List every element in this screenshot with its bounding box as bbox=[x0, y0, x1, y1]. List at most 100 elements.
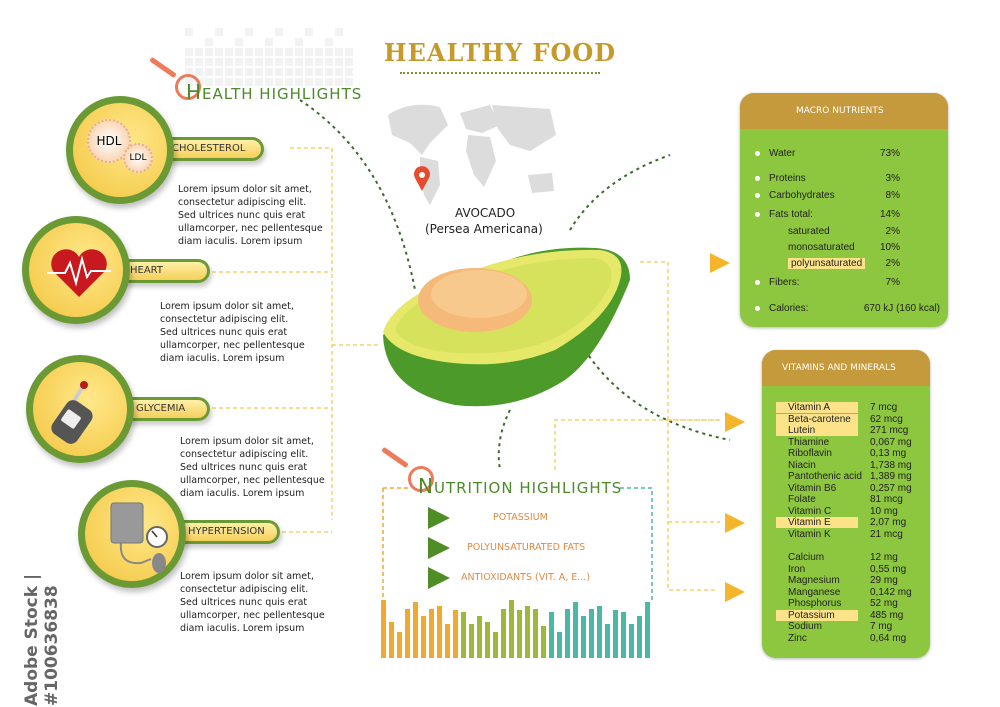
bar bbox=[469, 623, 474, 658]
nutrition-item: POTASSIUM bbox=[493, 512, 548, 523]
nutrient-name: Vitamin E bbox=[776, 517, 858, 528]
grid-cell bbox=[195, 68, 203, 76]
grid-cell bbox=[325, 38, 333, 46]
nutrient-name: monosaturated bbox=[788, 242, 855, 253]
bar bbox=[589, 609, 594, 658]
bar bbox=[645, 601, 650, 658]
macro-row: Calories: 670 kJ (160 kcal) bbox=[755, 303, 940, 314]
nutrient-row: Potassium 485 mg bbox=[776, 609, 926, 621]
bar bbox=[421, 616, 426, 658]
glycemia-label: GLYCEMIA bbox=[124, 397, 210, 421]
grid-cell bbox=[295, 58, 303, 66]
nutrient-row: Calcium 12 mg bbox=[776, 552, 926, 563]
nutrient-row: Phosphorus 52 mg bbox=[776, 598, 926, 609]
grid-cell bbox=[275, 58, 283, 66]
grid-cell bbox=[285, 48, 293, 56]
grid-cell bbox=[295, 38, 303, 46]
nutrient-value: 1,389 mg bbox=[870, 471, 912, 482]
arrow-right-icon bbox=[710, 253, 730, 273]
nutrient-row: Vitamin B6 0,257 mg bbox=[776, 483, 926, 494]
health-highlights-heading: HEALTH HIGHLIGHTS bbox=[186, 80, 362, 104]
grid-cell bbox=[235, 58, 243, 66]
nutrient-row: Sodium 7 mg bbox=[776, 621, 926, 632]
nutrient-value: 12 mg bbox=[870, 552, 898, 563]
nutrient-value: 0,64 mg bbox=[870, 632, 907, 644]
nutrient-value: 81 mcg bbox=[870, 494, 903, 505]
nutrient-name: Riboflavin bbox=[788, 448, 832, 459]
macro-row: polyunsaturated 2% bbox=[788, 258, 940, 269]
bar bbox=[621, 611, 626, 658]
bar bbox=[405, 609, 410, 658]
nutrient-value: 10% bbox=[879, 242, 900, 253]
grid-cell bbox=[315, 58, 323, 66]
ldl-icon: LDL bbox=[123, 143, 153, 173]
arrow-right-icon bbox=[725, 412, 745, 432]
grid-cell bbox=[345, 58, 353, 66]
nutrient-name: Magnesium bbox=[788, 575, 840, 586]
page-title: HEALTHY FOOD bbox=[383, 38, 617, 67]
grid-cell bbox=[305, 48, 313, 56]
grid-cell bbox=[185, 28, 193, 36]
grid-cell bbox=[265, 78, 273, 86]
bar bbox=[597, 605, 602, 658]
bullet-icon bbox=[755, 211, 760, 217]
grid-cell bbox=[195, 58, 203, 66]
food-name: AVOCADO bbox=[455, 206, 516, 220]
nutrient-value: 10 mg bbox=[870, 505, 898, 517]
macro-heading: MACRO NUTRIENTS bbox=[740, 93, 948, 129]
nutrient-row: Magnesium 29 mg bbox=[776, 575, 926, 586]
nutrient-name: Vitamin B6 bbox=[788, 482, 837, 494]
arrow-right-icon bbox=[725, 582, 745, 602]
nutrient-name: Vitamin K bbox=[788, 528, 831, 540]
grid-cell bbox=[305, 58, 313, 66]
grid-cell bbox=[315, 68, 323, 76]
macro-row: Fibers: 7% bbox=[755, 277, 940, 288]
grid-cell bbox=[245, 48, 253, 56]
nutrient-row: Iron 0,55 mg bbox=[776, 564, 926, 575]
nutrient-row: Riboflavin 0,13 mg bbox=[776, 448, 926, 459]
nutrient-name: Zinc bbox=[788, 632, 807, 644]
grid-cell bbox=[215, 28, 223, 36]
bullet-icon bbox=[755, 305, 760, 311]
macro-row: monosaturated 10% bbox=[788, 242, 940, 253]
grid-cell bbox=[255, 48, 263, 56]
grid-cell bbox=[265, 48, 273, 56]
bar bbox=[453, 610, 458, 658]
glucose-meter-icon bbox=[51, 381, 93, 444]
nutrient-name: Iron bbox=[788, 563, 806, 575]
cholesterol-label: CHOLESTEROL bbox=[160, 137, 264, 161]
bar bbox=[605, 623, 610, 658]
grid-cell bbox=[245, 58, 253, 66]
grid-cell bbox=[265, 38, 273, 46]
nutrient-value: 21 mcg bbox=[870, 528, 903, 540]
grid-cell bbox=[225, 58, 233, 66]
grid-cell bbox=[205, 58, 213, 66]
grid-cell bbox=[185, 68, 193, 76]
heading-rest: UTRITION HIGHLIGHTS bbox=[433, 479, 623, 497]
nutrient-name: Folate bbox=[788, 494, 816, 505]
nutrient-name: Fats total: bbox=[769, 209, 813, 220]
hypertension-description: Lorem ipsum dolor sit amet, consectetur … bbox=[180, 571, 325, 634]
macro-row: saturated 2% bbox=[788, 226, 940, 237]
nutrient-value: 62 mcg bbox=[870, 413, 903, 425]
nutrient-row: Manganese 0,142 mg bbox=[776, 587, 926, 598]
nutrient-row: Lutein 271 mcg bbox=[776, 425, 926, 436]
grid-cell bbox=[245, 68, 253, 76]
nutrient-value: 0,13 mg bbox=[870, 448, 907, 459]
food-latin-name: (Persea Americana) bbox=[425, 222, 543, 236]
nutrient-value: 0,067 mg bbox=[870, 436, 912, 448]
grid-cell bbox=[345, 48, 353, 56]
green-arrow-icon bbox=[428, 537, 450, 559]
grid-cell bbox=[265, 68, 273, 76]
grid-cell bbox=[335, 68, 343, 76]
grid-cell bbox=[245, 78, 253, 86]
bar bbox=[429, 609, 434, 658]
grid-cell bbox=[225, 48, 233, 56]
grid-cell bbox=[295, 48, 303, 56]
magnifier-icon bbox=[408, 466, 434, 492]
nutrient-value: 2,07 mg bbox=[870, 517, 907, 528]
nutrient-value: 7 mcg bbox=[870, 402, 898, 413]
nutrient-name: Vitamin C bbox=[788, 505, 832, 517]
grid-cell bbox=[235, 38, 243, 46]
bar bbox=[461, 611, 466, 658]
